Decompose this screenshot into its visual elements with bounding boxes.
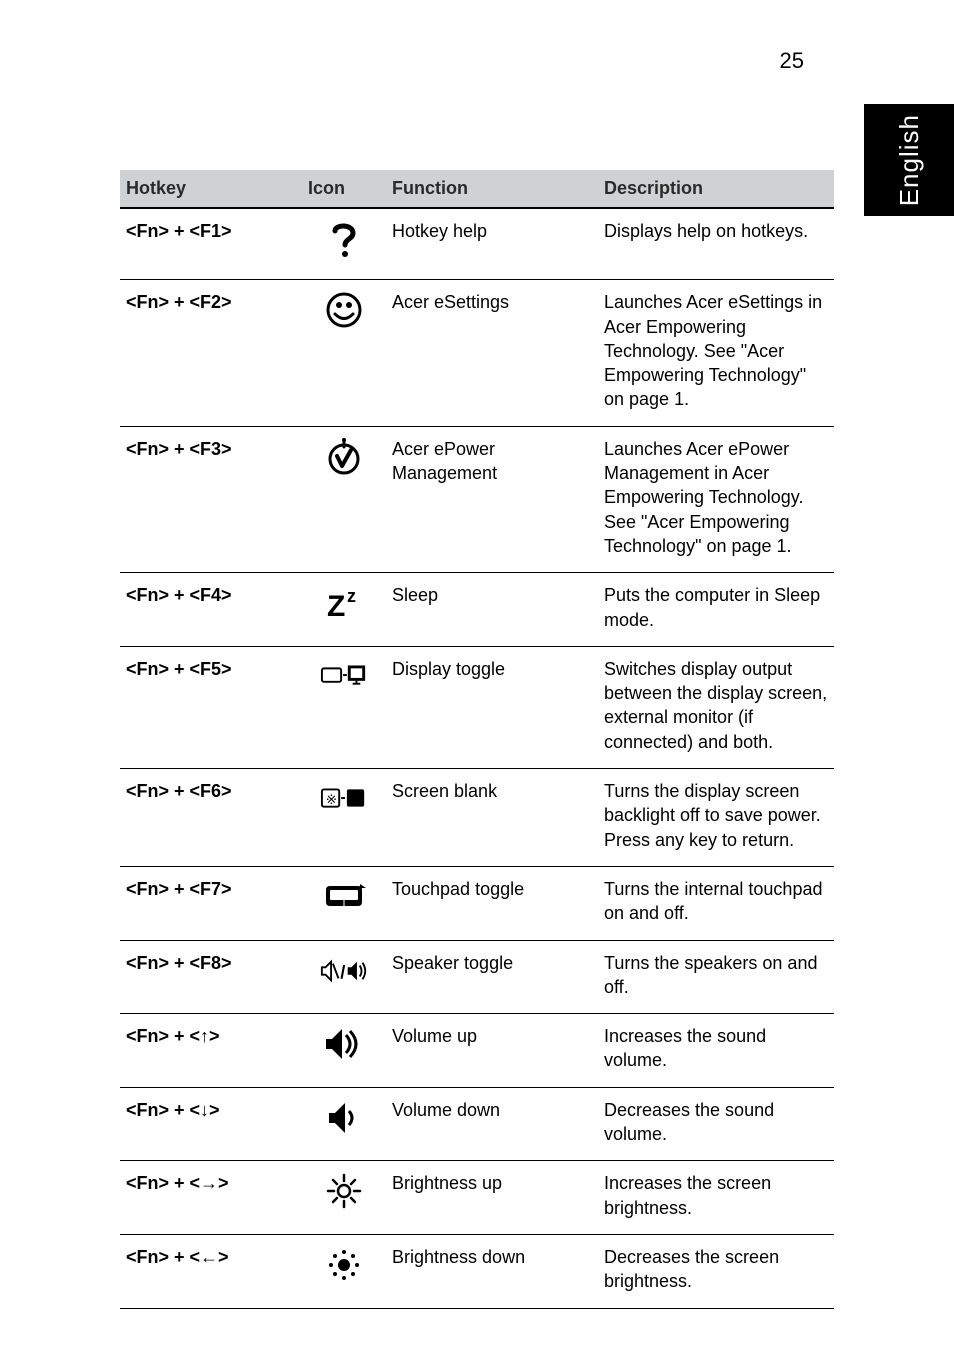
function-cell: Speaker toggle (386, 940, 598, 1014)
icon-cell (302, 646, 386, 768)
description-cell: Puts the computer in Sleep mode. (598, 573, 834, 647)
table-row: <Fn> + <F4> Z z Sleep Puts the computer … (120, 573, 834, 647)
icon-cell (302, 426, 386, 572)
table-row: <Fn> + <↓> Volume down Decreases the sou… (120, 1087, 834, 1161)
description-cell: Launches Acer ePower Management in Acer … (598, 426, 834, 572)
svg-text:z: z (347, 586, 356, 606)
description-cell: Increases the sound volume. (598, 1014, 834, 1088)
function-cell: Brightness up (386, 1161, 598, 1235)
icon-cell (302, 1234, 386, 1308)
hotkey-cell: <Fn> + <F8> (120, 940, 302, 1014)
description-cell: Switches display output between the disp… (598, 646, 834, 768)
function-cell: Screen blank (386, 769, 598, 867)
function-cell: Touchpad toggle (386, 866, 598, 940)
icon-cell (302, 208, 386, 280)
touchpad-icon (320, 877, 368, 917)
svg-text:Z: Z (327, 590, 345, 622)
description-cell: Launches Acer eSettings in Acer Empoweri… (598, 280, 834, 426)
volume-up-icon (320, 1024, 368, 1064)
function-cell: Volume down (386, 1087, 598, 1161)
svg-text:/: / (340, 961, 345, 982)
header-function: Function (386, 170, 598, 208)
table-row: <Fn> + <→> (120, 1161, 834, 1235)
icon-cell (302, 280, 386, 426)
function-cell: Display toggle (386, 646, 598, 768)
display-toggle-icon (320, 657, 368, 697)
icon-cell (302, 866, 386, 940)
table-row: <Fn> + <F3> Acer ePower Management Launc… (120, 426, 834, 572)
language-tab-label: English (894, 114, 925, 206)
hotkey-cell: <Fn> + <↓> (120, 1087, 302, 1161)
function-cell: Sleep (386, 573, 598, 647)
table-row: <Fn> + <F6> ※ Screen blank Turns the dis… (120, 769, 834, 867)
function-cell: Acer ePower Management (386, 426, 598, 572)
hotkeys-table: Hotkey Icon Function Description <Fn> + … (120, 170, 834, 1309)
table-row: <Fn> + <F5> Display toggle S (120, 646, 834, 768)
hotkey-cell: <Fn> + <←> (120, 1234, 302, 1308)
table-row: <Fn> + <←> (120, 1234, 834, 1308)
description-cell: Decreases the sound volume. (598, 1087, 834, 1161)
table-row: <Fn> + <F1> Hotkey help Displays help on… (120, 208, 834, 280)
header-hotkey: Hotkey (120, 170, 302, 208)
speaker-toggle-icon: / (320, 951, 368, 991)
hotkey-cell: <Fn> + <F4> (120, 573, 302, 647)
function-cell: Volume up (386, 1014, 598, 1088)
description-cell: Increases the screen brightness. (598, 1161, 834, 1235)
hotkey-cell: <Fn> + <F7> (120, 866, 302, 940)
function-cell: Acer eSettings (386, 280, 598, 426)
table-header: Hotkey Icon Function Description (120, 170, 834, 208)
page-container: 25 English Hotkey Icon Function Descript… (0, 0, 954, 1369)
brightness-down-icon (320, 1245, 368, 1285)
brightness-up-icon (320, 1171, 368, 1211)
icon-cell: ※ (302, 769, 386, 867)
volume-down-icon (320, 1098, 368, 1138)
language-tab: English (864, 104, 954, 216)
description-cell: Turns the speakers on and off. (598, 940, 834, 1014)
description-cell: Decreases the screen brightness. (598, 1234, 834, 1308)
function-cell: Brightness down (386, 1234, 598, 1308)
question-icon (320, 219, 368, 259)
hotkey-cell: <Fn> + <F3> (120, 426, 302, 572)
hotkey-cell: <Fn> + <F5> (120, 646, 302, 768)
description-cell: Displays help on hotkeys. (598, 208, 834, 280)
hotkey-cell: <Fn> + <→> (120, 1161, 302, 1235)
header-icon: Icon (302, 170, 386, 208)
hotkey-cell: <Fn> + <F6> (120, 769, 302, 867)
function-cell: Hotkey help (386, 208, 598, 280)
table-row: <Fn> + <↑> Volume up Increases the sound… (120, 1014, 834, 1088)
icon-cell: / (302, 940, 386, 1014)
hotkey-cell: <Fn> + <F2> (120, 280, 302, 426)
hotkey-cell: <Fn> + <F1> (120, 208, 302, 280)
page-number: 25 (780, 48, 804, 74)
table-row: <Fn> + <F8> / Speaker toggle (120, 940, 834, 1014)
header-description: Description (598, 170, 834, 208)
icon-cell (302, 1014, 386, 1088)
description-cell: Turns the display screen backlight off t… (598, 769, 834, 867)
sleep-icon: Z z (320, 583, 368, 623)
hotkey-cell: <Fn> + <↑> (120, 1014, 302, 1088)
icon-cell: Z z (302, 573, 386, 647)
screen-blank-icon: ※ (320, 779, 368, 819)
description-cell: Turns the internal touchpad on and off. (598, 866, 834, 940)
svg-text:※: ※ (326, 792, 337, 807)
table-row: <Fn> + <F7> Touchpad toggle Turns the in… (120, 866, 834, 940)
epower-icon (320, 437, 368, 477)
icon-cell (302, 1161, 386, 1235)
table-body: <Fn> + <F1> Hotkey help Displays help on… (120, 208, 834, 1308)
table-row: <Fn> + <F2> Acer eSettings Launches Acer… (120, 280, 834, 426)
esettings-icon (320, 290, 368, 330)
icon-cell (302, 1087, 386, 1161)
